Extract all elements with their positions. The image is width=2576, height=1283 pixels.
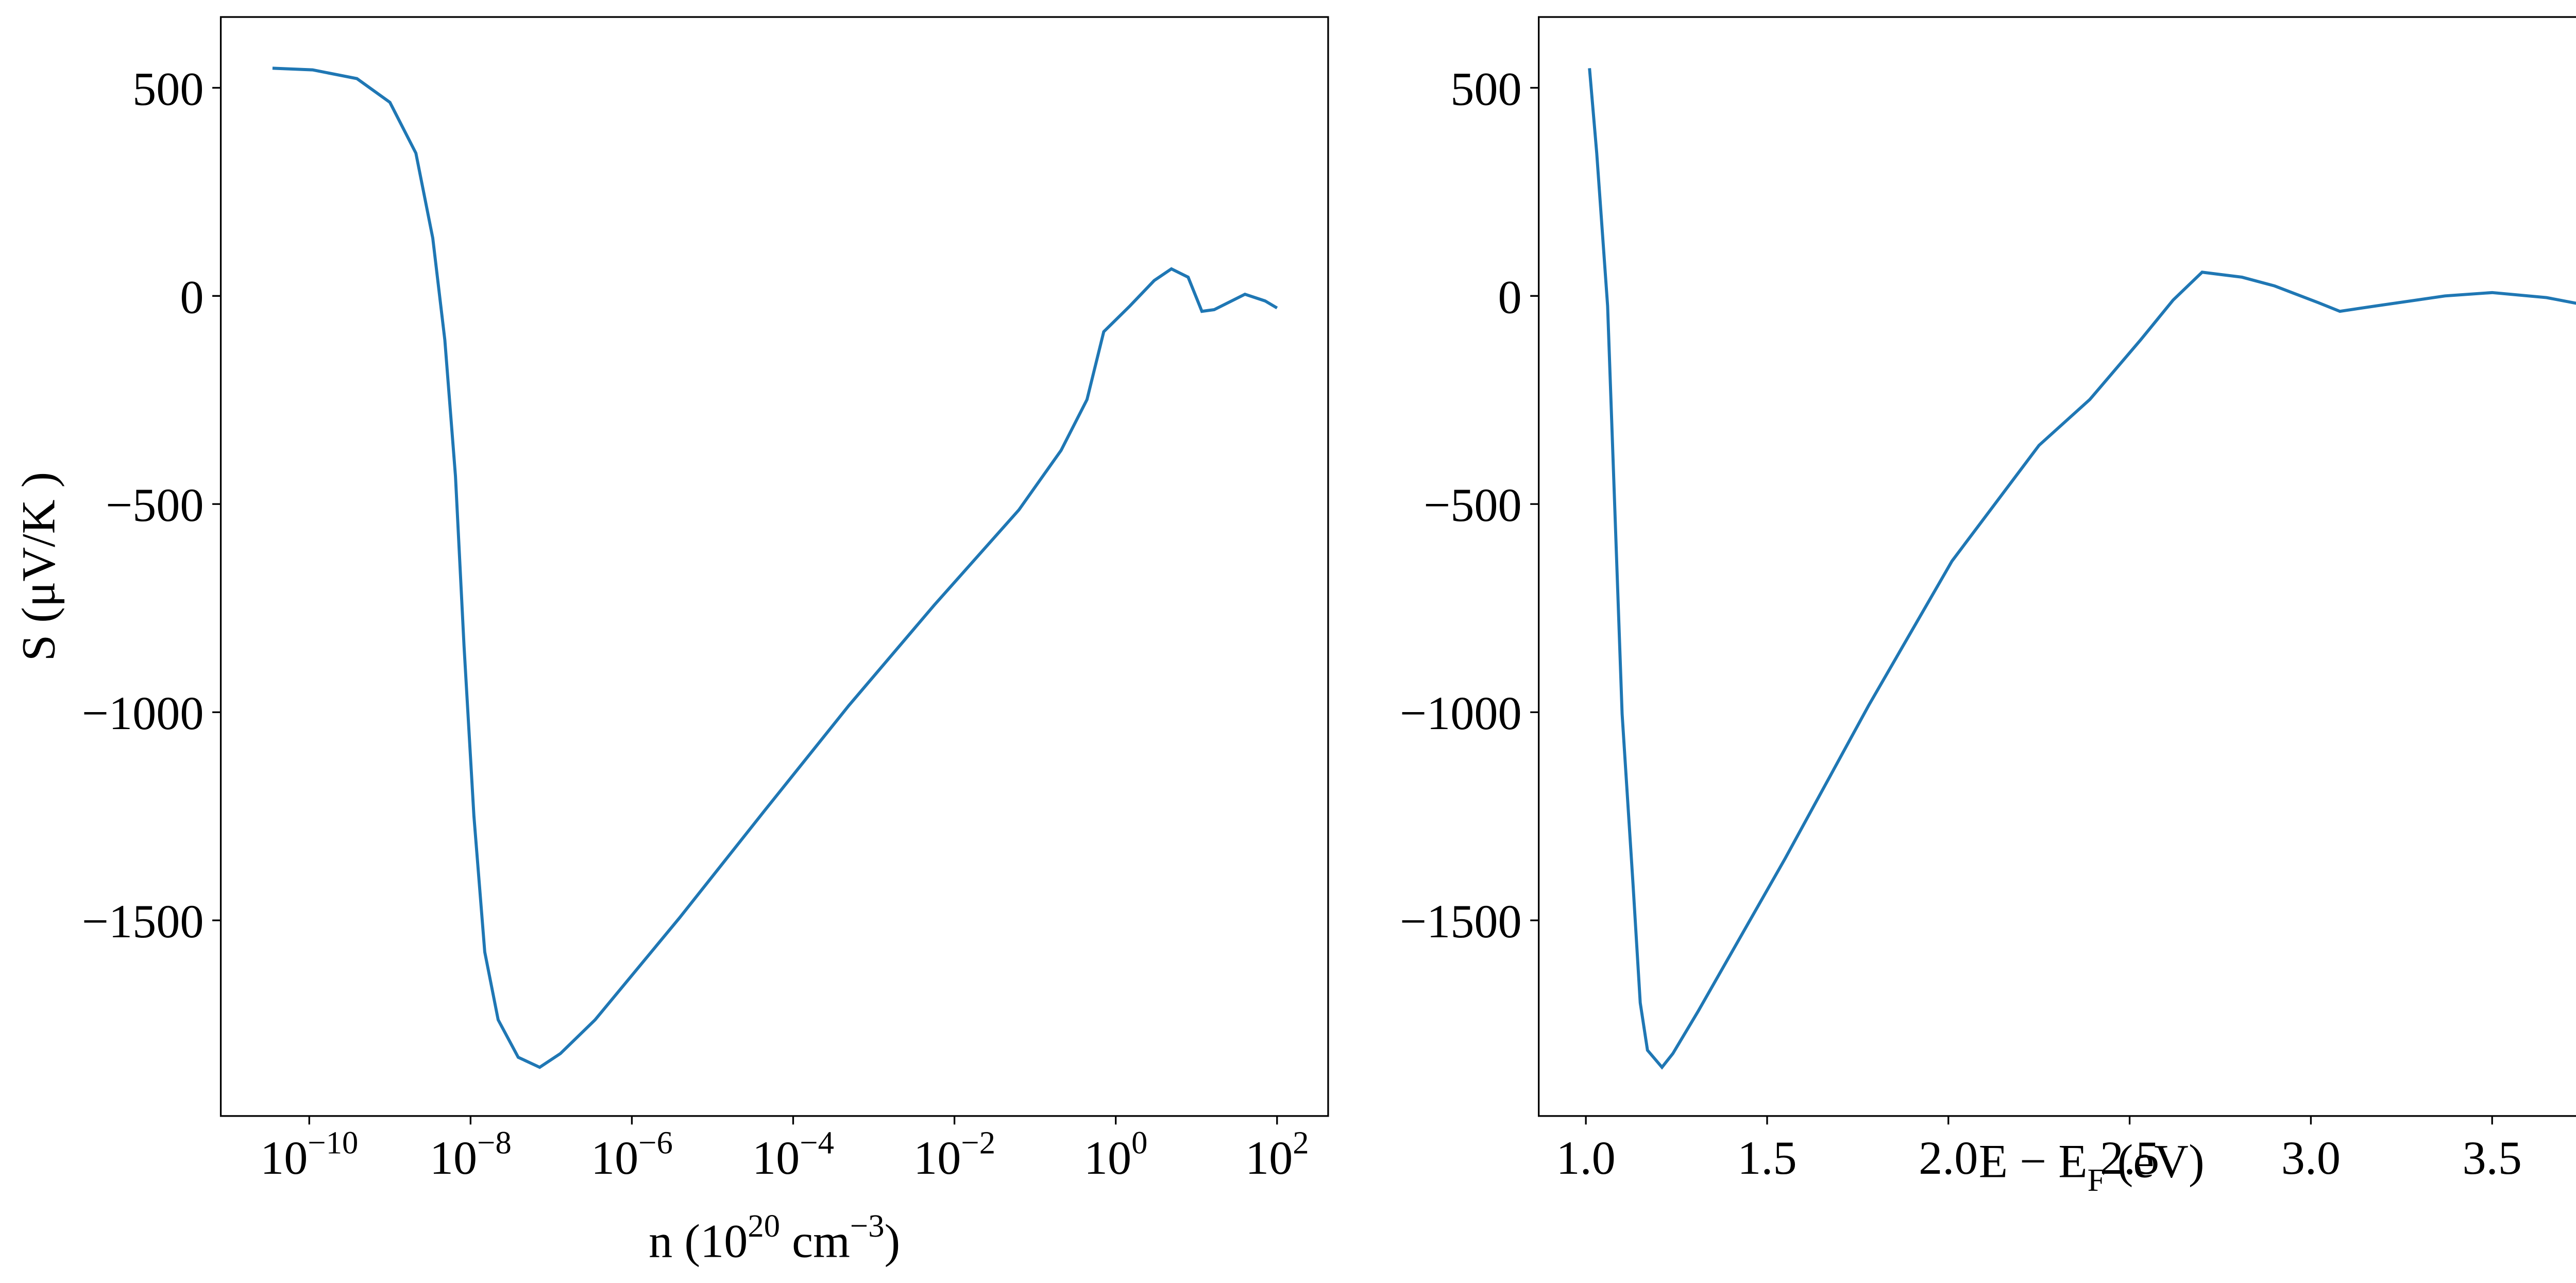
x-axis-label: E − EF (eV) — [1979, 1135, 2205, 1198]
x-tick-label: 1.0 — [1556, 1132, 1615, 1184]
tick-base: 10 — [1084, 1132, 1131, 1184]
axes-frame — [1538, 16, 2576, 1117]
x-tick-label: 10−6 — [591, 1124, 673, 1184]
tick-base: 10 — [1245, 1132, 1293, 1184]
y-tick-label: −1000 — [1400, 687, 1522, 739]
x-tick-label: 102 — [1245, 1124, 1309, 1184]
x-tick-label: 2.0 — [1919, 1132, 1978, 1184]
x-label-part: 20 — [748, 1208, 780, 1244]
y-axis-label: S (μV/K ) — [12, 472, 64, 661]
y-tick-label: −500 — [1423, 479, 1522, 531]
y-tick-label: 500 — [1450, 62, 1521, 115]
data-line — [1588, 68, 2576, 1070]
x-label-part: −3 — [850, 1208, 885, 1244]
x-tick-label: 100 — [1084, 1124, 1148, 1184]
x-tick-label: 3.5 — [2463, 1132, 2522, 1184]
x-tick-label: 10−4 — [752, 1124, 834, 1184]
x-label-part: F — [2088, 1162, 2106, 1198]
y-tick-label: −1500 — [1400, 895, 1522, 948]
x-label-part: (eV) — [2106, 1135, 2205, 1188]
tick-base: 1.0 — [1556, 1132, 1615, 1184]
tick-base: 10 — [913, 1132, 961, 1184]
y-tick-label: −1000 — [82, 687, 204, 739]
tick-base: 3.0 — [2281, 1132, 2341, 1184]
tick-exponent: 0 — [1131, 1124, 1147, 1160]
tick-base: 1.5 — [1737, 1132, 1797, 1184]
tick-base: 10 — [430, 1132, 477, 1184]
x-label-part: cm — [780, 1215, 850, 1268]
x-axis-label: n (1020 cm−3) — [649, 1208, 900, 1268]
x-tick-label: 10−2 — [913, 1124, 995, 1184]
tick-exponent: −8 — [477, 1124, 512, 1160]
tick-exponent: 2 — [1293, 1124, 1309, 1160]
x-tick-label: 2.5 — [2100, 1132, 2159, 1184]
tick-exponent: −10 — [308, 1124, 358, 1160]
y-tick-label: −500 — [106, 479, 204, 531]
tick-base: 2.0 — [1919, 1132, 1978, 1184]
tick-base: 10 — [752, 1132, 800, 1184]
tick-base: 3.5 — [2463, 1132, 2522, 1184]
tick-base: 10 — [591, 1132, 638, 1184]
x-tick-label: 1.5 — [1737, 1132, 1797, 1184]
plot: 500 0 −500 −1000 −1500 1.0 1.5 2.0 2.5 3.0 3.5 E − … — [1400, 16, 2576, 1198]
axes-frame — [219, 16, 1329, 1117]
y-tick-label: 0 — [1498, 271, 1522, 323]
y-tick-label: −1500 — [82, 895, 204, 948]
y-tick-label: 500 — [132, 62, 204, 115]
tick-base: 10 — [260, 1132, 308, 1184]
tick-exponent: −2 — [961, 1124, 995, 1160]
x-tick-label: 3.0 — [2281, 1132, 2341, 1184]
tick-exponent: −6 — [638, 1124, 673, 1160]
x-label-part: E − E — [1979, 1135, 2088, 1188]
x-tick-label: 10−10 — [260, 1124, 358, 1184]
data-line — [272, 66, 1278, 1069]
y-tick-label: 0 — [180, 271, 204, 323]
x-label-part: ) — [885, 1215, 901, 1268]
x-label-part: n (10 — [649, 1215, 748, 1268]
tick-base: 2.5 — [2100, 1132, 2159, 1184]
tick-exponent: −4 — [800, 1124, 834, 1160]
x-tick-label: 10−8 — [430, 1124, 512, 1184]
